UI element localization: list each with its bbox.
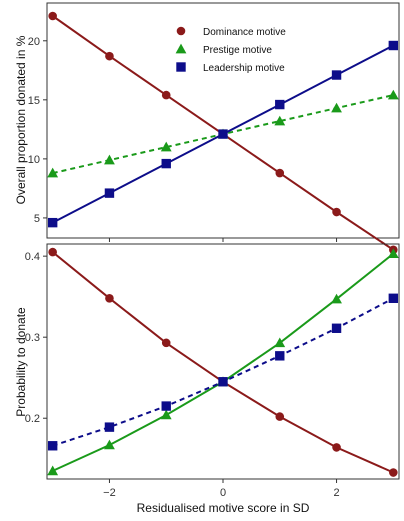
top-leadership-point [47,217,58,228]
bottom-leadership-point [104,422,115,432]
legend-item-leadership: Leadership motive [176,62,285,74]
top-panel: Overall proportion donated in % 5101520 … [14,2,400,255]
top-dominance-point [48,11,57,21]
legend: Dominance motive Prestige motive Leadershi… [175,26,286,74]
bottom-leadership-point [275,351,285,361]
bottom-dominance-point [275,412,285,421]
bottom-leadership-point [161,401,171,411]
top-series-markers [47,11,399,255]
top-y-tick-label: 20 [28,36,40,48]
legend-dominance-label: Dominance motive [203,27,286,38]
top-y-tick-label: 5 [34,213,40,225]
bottom-leadership-point [218,377,228,387]
top-y-tick-label: 10 [28,154,40,166]
bottom-x-tick-label: −2 [103,487,116,499]
bottom-prestige-point [47,465,59,476]
bottom-prestige-point [274,337,286,348]
legend-leadership-label: Leadership motive [203,63,285,74]
bottom-leadership-point [331,323,342,333]
bottom-x-tick-label: 0 [220,487,226,499]
legend-item-prestige: Prestige motive [175,43,272,56]
top-prestige-point [331,102,342,113]
bottom-panel: Probability to donate Residualised motiv… [14,243,400,515]
bottom-dominance-point [161,338,171,348]
bottom-tick-layer: 0.2 0.3 0.4 −2 0 2 [25,251,340,499]
bottom-leadership-point [388,293,399,303]
bottom-y-axis-title: Probability to donate [14,307,28,417]
bottom-prestige-point [387,248,399,259]
top-leadership-point [218,129,228,139]
bottom-dominance-point [332,443,341,452]
top-prestige-point [160,141,172,152]
top-leadership-point [161,158,171,169]
top-dominance-point [332,207,341,217]
legend-leadership-marker [176,62,186,72]
top-dominance-point [275,168,285,178]
bottom-dominance-point [105,293,114,303]
top-leadership-point [275,99,285,110]
legend-prestige-label: Prestige motive [203,45,272,56]
top-tick-layer: 5 10 15 20 [28,36,338,242]
top-dominance-point [105,51,114,61]
legend-prestige-marker [175,43,187,54]
x-axis-title: Residualised motive score in SD [137,501,310,515]
bottom-y-tick-label: 0.2 [25,413,40,425]
legend-item-dominance: Dominance motive [176,26,286,38]
bottom-series-markers [47,247,399,477]
top-leadership-point [104,188,115,198]
bottom-prestige-point [331,293,342,304]
bottom-dominance-point [389,468,398,477]
top-prestige-point [274,115,286,126]
bottom-prestige-point [104,439,115,450]
bottom-x-tick-label: 2 [333,487,339,499]
bottom-y-tick-label: 0.4 [25,251,40,263]
bottom-prestige-point [160,409,172,420]
bottom-dominance-point [48,247,57,257]
legend-dominance-marker [176,26,186,36]
top-leadership-point [331,70,342,80]
top-prestige-point [387,89,399,100]
top-leadership-point [388,40,399,51]
top-prestige-point [47,167,59,178]
top-y-axis-title: Overall proportion donated in % [14,35,28,204]
top-dominance-point [161,90,171,100]
bottom-y-tick-label: 0.3 [25,332,40,344]
top-y-tick-label: 15 [28,95,40,107]
top-prestige-point [104,154,115,165]
bottom-leadership-point [47,441,58,451]
